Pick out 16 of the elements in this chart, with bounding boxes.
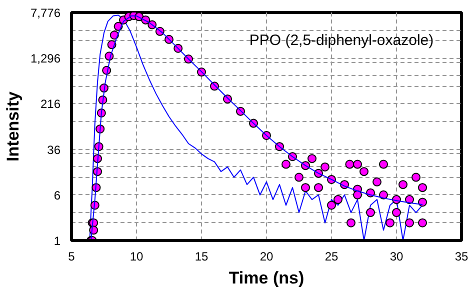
y-tick-label: 1,296 [30,52,61,66]
y-axis-title: Intensity [3,91,22,162]
y-tick-label: 1 [54,234,61,248]
annotation: PPO (2,5-diphenyl-oxazole) [249,32,434,49]
x-tick-label: 10 [130,250,144,264]
x-tick-label: 20 [260,250,274,264]
y-tick-label: 216 [40,97,61,112]
y-tick-label: 7,776 [30,6,61,20]
x-tick-label: 25 [324,250,338,264]
y-tick-label: 6 [54,188,61,202]
x-tick-label: 15 [194,250,208,264]
x-tick-label: 5 [68,250,76,264]
x-tick-label: 35 [454,250,468,264]
y-tick-label: 36 [47,142,61,157]
x-tick-label: 30 [390,250,404,264]
x-axis-title: Time (ns) [228,268,304,288]
